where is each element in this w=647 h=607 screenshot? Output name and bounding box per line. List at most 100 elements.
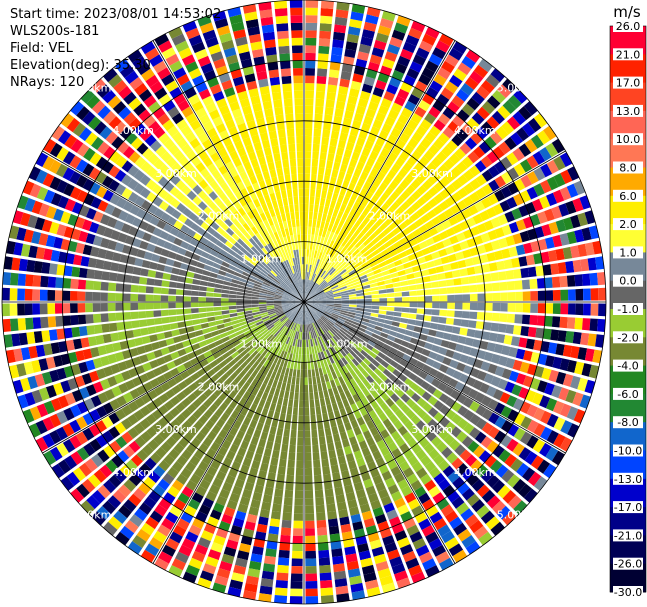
velocity-gate — [394, 95, 406, 107]
velocity-gate — [466, 238, 476, 248]
velocity-gate — [349, 256, 357, 264]
velocity-gate — [349, 127, 360, 137]
colorbar-tick-label: 13.0 — [616, 105, 641, 118]
velocity-gate — [346, 254, 355, 262]
velocity-gate — [384, 51, 398, 62]
velocity-gate — [349, 88, 360, 98]
velocity-gate — [310, 281, 316, 289]
velocity-gate — [460, 82, 474, 96]
velocity-gate — [356, 296, 365, 299]
velocity-gate — [401, 291, 410, 297]
velocity-gate — [566, 231, 577, 245]
velocity-gate — [341, 259, 349, 267]
velocity-gate — [424, 220, 435, 230]
velocity-gate — [326, 160, 334, 169]
velocity-gate — [406, 273, 415, 280]
velocity-gate — [349, 302, 357, 305]
velocity-gate — [304, 296, 310, 302]
velocity-gate — [483, 242, 494, 253]
velocity-gate — [314, 285, 320, 292]
velocity-gate — [483, 220, 494, 231]
velocity-gate — [454, 286, 463, 294]
velocity-gate — [422, 93, 435, 105]
velocity-gate — [305, 60, 316, 69]
velocity-gate — [418, 224, 428, 234]
velocity-gate — [597, 272, 606, 286]
velocity-gate — [392, 226, 402, 235]
velocity-gate — [514, 314, 523, 324]
velocity-gate — [424, 302, 433, 308]
velocity-gate — [433, 181, 445, 192]
velocity-gate — [386, 288, 395, 293]
velocity-gate — [403, 74, 416, 87]
velocity-gate — [321, 283, 329, 289]
velocity-gate — [559, 316, 568, 329]
velocity-gate — [404, 267, 414, 275]
velocity-gate — [394, 307, 402, 312]
velocity-gate — [481, 121, 494, 135]
velocity-gate — [460, 276, 470, 285]
velocity-gate — [457, 109, 470, 122]
velocity-gate — [333, 251, 340, 260]
velocity-gate — [575, 288, 584, 301]
colorbar-tick-label: -8.0 — [617, 416, 638, 429]
velocity-gate — [398, 251, 408, 259]
velocity-gate — [312, 151, 319, 160]
velocity-gate — [305, 83, 315, 91]
velocity-gate — [387, 152, 398, 163]
velocity-gate — [566, 317, 576, 329]
velocity-gate — [343, 275, 351, 282]
velocity-gate — [347, 285, 355, 290]
velocity-gate — [379, 302, 387, 306]
velocity-gate — [572, 197, 584, 212]
velocity-gate — [335, 9, 349, 19]
velocity-gate — [492, 292, 501, 301]
velocity-gate — [429, 80, 443, 93]
velocity-gate — [498, 237, 508, 249]
velocity-gate — [355, 194, 364, 204]
velocity-gate — [363, 264, 372, 271]
velocity-gate — [340, 288, 348, 292]
velocity-gate — [339, 163, 348, 173]
velocity-gate — [399, 236, 409, 245]
velocity-gate — [356, 178, 366, 188]
velocity-gate — [583, 303, 591, 316]
velocity-gate — [341, 299, 350, 302]
velocity-gate — [433, 73, 447, 86]
velocity-gate — [347, 288, 356, 293]
velocity-gate — [370, 194, 379, 204]
velocity-gate — [375, 198, 385, 208]
colorbar-tick-label: -26.0 — [614, 558, 642, 571]
velocity-gate — [307, 288, 311, 296]
velocity-gate — [524, 139, 538, 153]
velocity-gate — [306, 249, 310, 257]
velocity-gate — [346, 266, 355, 273]
velocity-gate — [345, 223, 353, 233]
velocity-gate — [469, 178, 481, 191]
velocity-gate — [433, 119, 446, 132]
velocity-gate — [389, 235, 399, 244]
velocity-gate — [318, 45, 330, 55]
velocity-gate — [437, 272, 446, 280]
velocity-gate — [553, 173, 566, 187]
velocity-gate — [395, 264, 405, 272]
velocity-gate — [406, 119, 419, 131]
velocity-gate — [369, 126, 380, 137]
velocity-gate — [328, 231, 335, 240]
velocity-gate — [490, 68, 505, 83]
velocity-gate — [305, 279, 308, 288]
velocity-gate — [557, 330, 567, 342]
velocity-gate — [368, 245, 377, 253]
velocity-gate — [345, 102, 356, 113]
velocity-gate — [384, 158, 394, 169]
velocity-gate — [390, 272, 399, 279]
velocity-gate — [353, 262, 361, 269]
velocity-gate — [386, 231, 396, 240]
velocity-gate — [548, 221, 559, 235]
velocity-gate — [363, 238, 371, 247]
velocity-gate — [326, 295, 334, 299]
velocity-gate — [304, 135, 312, 144]
velocity-gate — [389, 36, 403, 48]
velocity-gate — [341, 63, 353, 73]
velocity-gate — [304, 196, 309, 204]
